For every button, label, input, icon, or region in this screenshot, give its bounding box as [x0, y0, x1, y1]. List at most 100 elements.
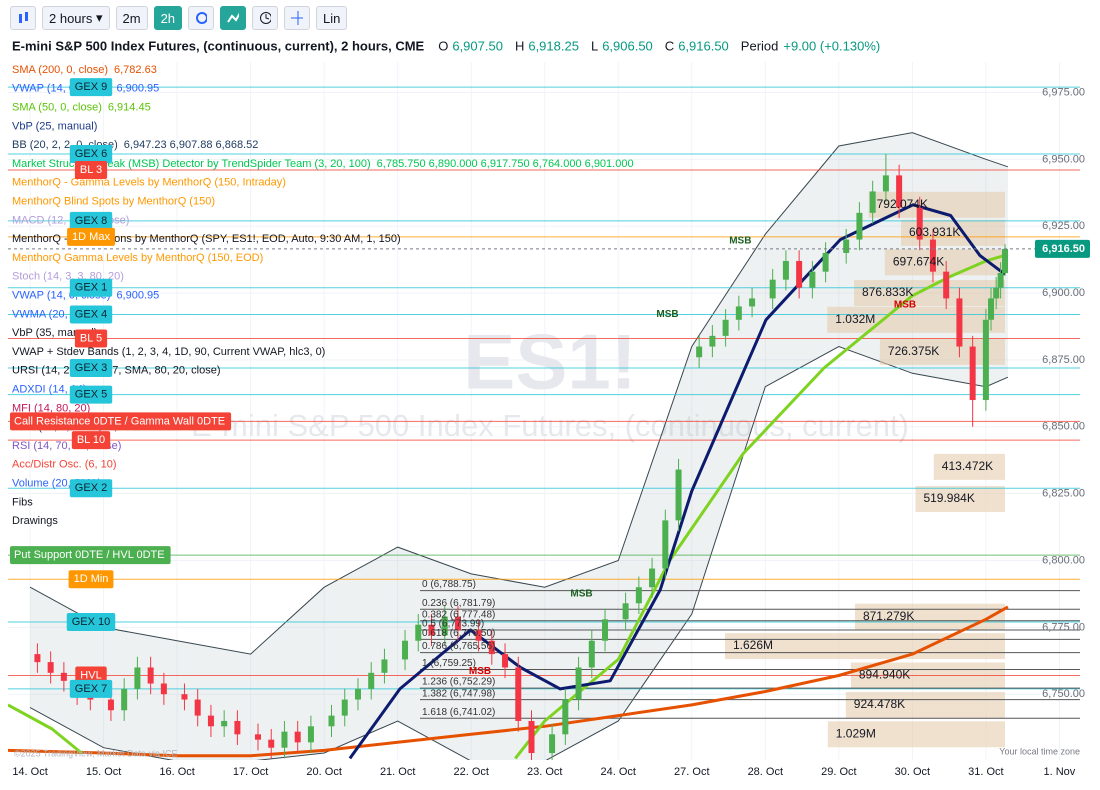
level-box [69, 305, 113, 324]
candle-body [107, 699, 114, 711]
candle-body [635, 587, 642, 604]
y-tick-label: 6,825.00 [1042, 488, 1085, 500]
volume-bar [827, 721, 1005, 748]
candle-body [993, 287, 1000, 299]
indicator-name: ADXDI (14, 14) [12, 384, 87, 396]
interval-text: 2 hours [49, 10, 93, 26]
volume-label: 603.931K [909, 225, 960, 239]
levels [8, 86, 1080, 690]
x-tick-label: 16. Oct [159, 766, 194, 778]
candle-body [869, 191, 876, 213]
volume-label: 1.029M [836, 726, 876, 740]
candle-body [134, 667, 141, 689]
volume-label: 894.940K [859, 668, 910, 682]
ohlc-value: 6,918.25 [528, 38, 579, 53]
level-label: 1D Max [72, 231, 110, 243]
level-label: GEX 1 [75, 282, 107, 294]
y-tick-label: 6,900.00 [1042, 287, 1085, 299]
indicator-name: MenthorQ Blind Spots by MenthorQ (150) [12, 196, 215, 208]
level-box [69, 144, 113, 163]
indicator-name: SMA (200, 0, close) [12, 64, 108, 76]
candle-body [415, 624, 422, 641]
y-tick-label: 6,950.00 [1042, 153, 1085, 165]
x-tick-label: 14. Oct [12, 766, 47, 778]
level-label: GEX 3 [75, 362, 107, 374]
candle-body [796, 260, 803, 288]
interval-button[interactable]: 2h [153, 6, 183, 30]
candle-body [307, 726, 314, 743]
candle-body [882, 175, 889, 192]
interval-button[interactable]: 2m [115, 6, 148, 30]
level-label: GEX 6 [75, 148, 107, 160]
indicator-name: MFI (14, 80, 20) [12, 402, 90, 414]
indicator-value: 6,782.63 [114, 64, 157, 76]
candle-body [943, 271, 950, 299]
candle-body [749, 298, 756, 307]
interval-select[interactable]: 2 hours ▾ [42, 6, 110, 30]
period-change: +9.00 (+0.130%) [783, 38, 880, 53]
candle-body [454, 616, 461, 631]
level-box [74, 161, 108, 180]
candle-body [60, 672, 67, 681]
axes: 6,750.00 6,775.00 6,800.00 6,825.00 6,850.00… [8, 86, 1090, 778]
candle-body [1002, 248, 1009, 274]
x-tick-label: 28. Oct [748, 766, 783, 778]
annotation: MSB [729, 236, 751, 247]
candle-body [402, 640, 409, 660]
ohlc-value: 6,916.50 [678, 38, 729, 53]
volume-label: 924.478K [854, 697, 905, 711]
fib [420, 590, 1080, 719]
candle-body [735, 306, 742, 320]
indicator-value: 6,785.750 6,890.000 6,917.750 6,764.000 … [377, 158, 634, 170]
x-tick-label: 15. Oct [86, 766, 121, 778]
candle-body [441, 616, 448, 636]
credit: ©2025 TradingView, Market Data via ICE [14, 748, 178, 758]
indicator-name: Drawings [12, 515, 58, 527]
candle-body [602, 619, 609, 641]
candle-body [709, 335, 716, 347]
indicator-name: VWAP + Stdev Bands (1, 2, 3, 4, 1D, 90, … [12, 346, 325, 358]
level-box [71, 431, 111, 450]
y-tick-label: 6,850.00 [1042, 421, 1085, 433]
candle-body [649, 568, 656, 588]
ohlc-label: O [438, 38, 448, 53]
chart-type-button[interactable] [10, 6, 36, 30]
x-tick-label: 31. Oct [968, 766, 1003, 778]
fib-label: 0.382 (6,777.48) [422, 609, 495, 620]
volume-bar [827, 306, 1005, 333]
volume-label: 876.833K [862, 285, 913, 299]
candle-body [528, 720, 535, 754]
ohlc-label: H [515, 38, 524, 53]
clock-button[interactable] [252, 6, 279, 30]
fib-label: 0 (6,788.75) [422, 579, 476, 590]
level-label: GEX 2 [75, 482, 107, 494]
indicator-name: Acc/Distr Osc. (6, 10) [12, 459, 117, 471]
candle-body [381, 659, 388, 673]
settings-button[interactable] [188, 6, 215, 30]
x-tick-label: 23. Oct [527, 766, 562, 778]
fib-label: 0.786 (6,765.56) [422, 641, 495, 652]
volume-bar [915, 485, 1005, 512]
candle-body [916, 207, 923, 240]
fib-label: 0.5 (6,773.99) [422, 619, 484, 630]
level-label: GEX 7 [75, 683, 107, 695]
watermark-symbol: ES1! [463, 318, 636, 406]
annotation: MSB [656, 309, 678, 320]
level-box [69, 479, 113, 498]
x-tick-label: 30. Oct [895, 766, 930, 778]
y-tick-label: 6,800.00 [1042, 554, 1085, 566]
y-tick-label: 6,975.00 [1042, 86, 1085, 98]
volume-label: 697.674K [893, 254, 944, 268]
candles [34, 153, 1009, 760]
candle-body [549, 734, 556, 754]
volume-bar [854, 280, 1005, 307]
candle-body [368, 672, 375, 689]
indicator-button[interactable] [220, 6, 247, 30]
candle-body [988, 298, 995, 320]
candle-body [675, 469, 682, 521]
scale-button[interactable]: Lin [316, 6, 348, 30]
last-price-label: 6,916.50 [1042, 243, 1085, 255]
level-box [74, 329, 108, 348]
crosshair-button[interactable] [284, 6, 311, 30]
level-label: 1D Min [74, 573, 109, 585]
